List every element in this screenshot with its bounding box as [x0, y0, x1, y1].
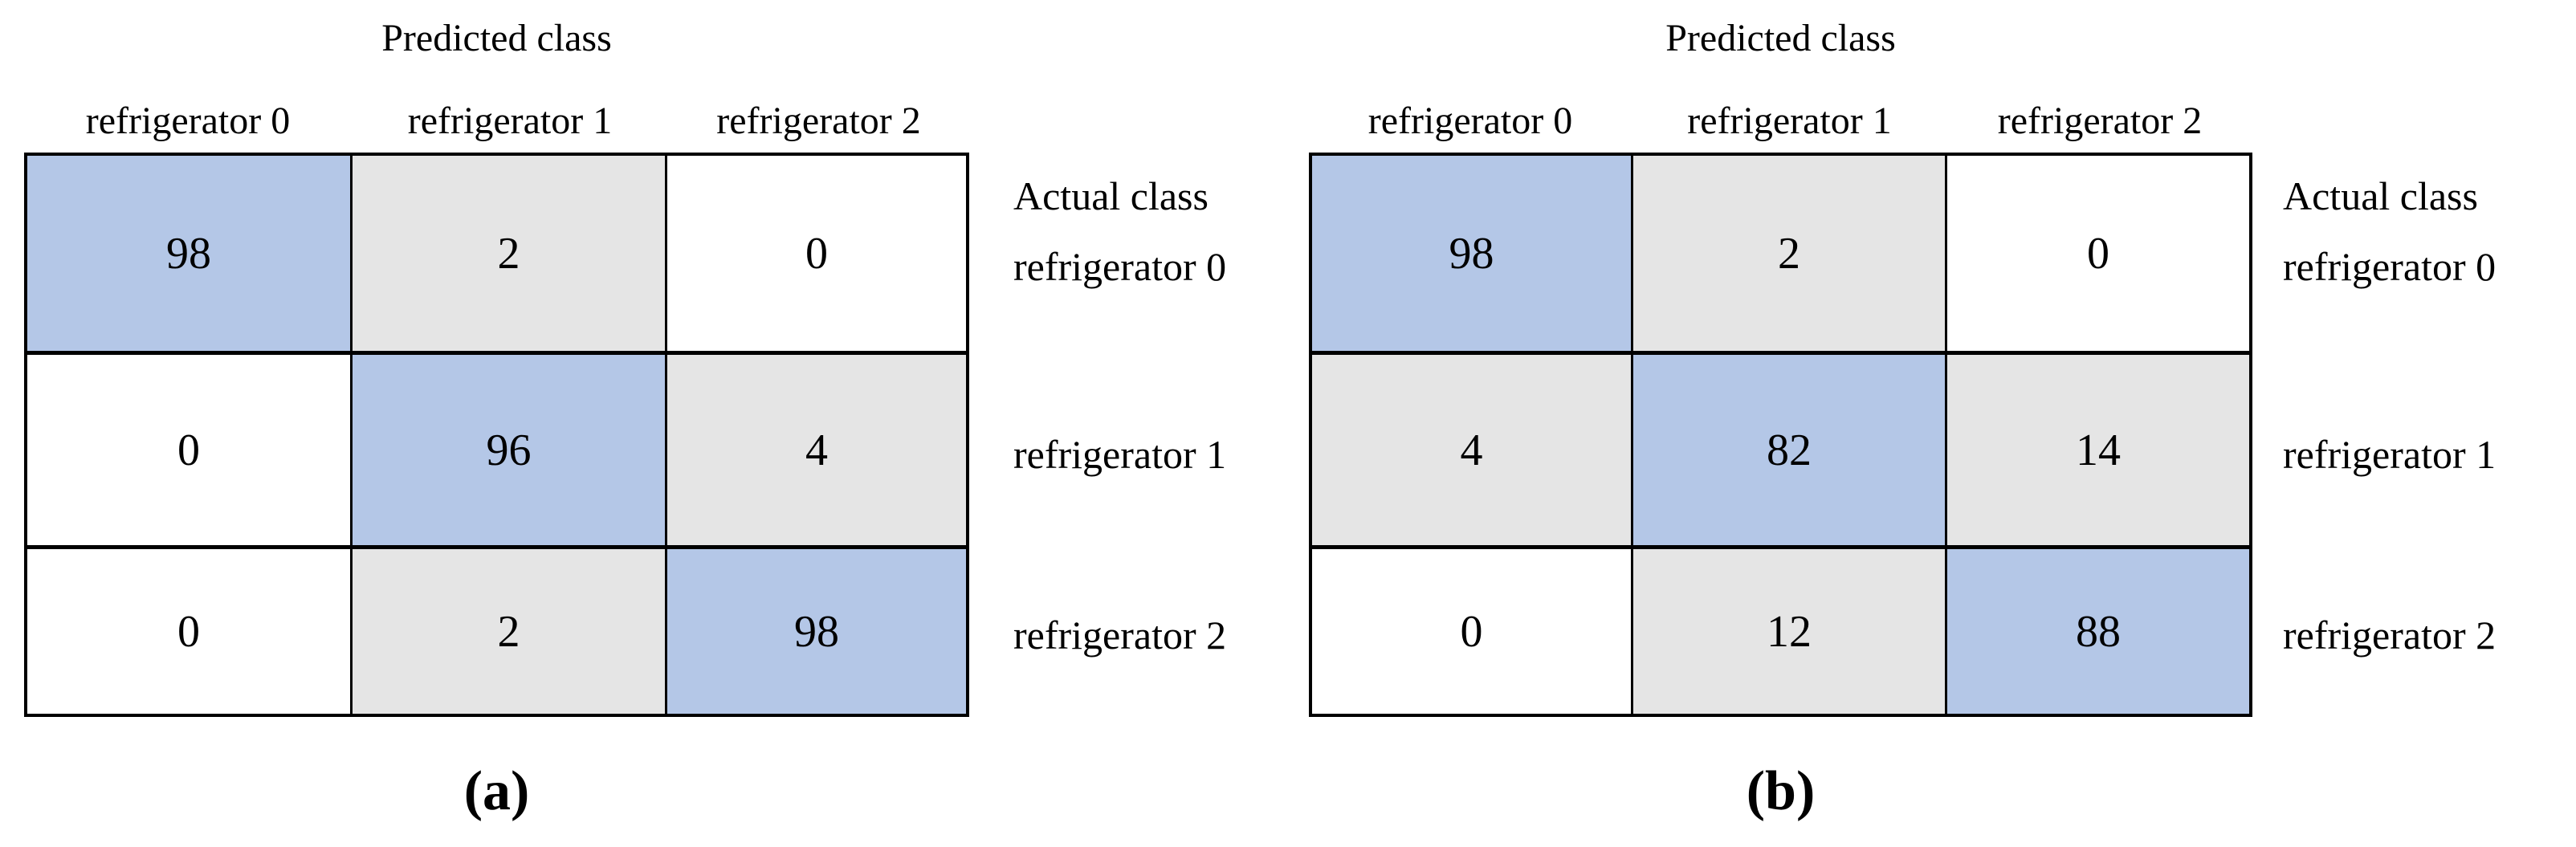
matrix-cell: 14 — [1947, 355, 2249, 549]
actual-class-labels: Actual class refrigerator 0 refrigerator… — [1013, 0, 1335, 847]
actual-class-labels: Actual class refrigerator 0 refrigerator… — [2283, 0, 2576, 847]
row-label-block: refrigerator 2 — [2283, 553, 2576, 717]
row-label-block: refrigerator 1 — [1013, 355, 1335, 553]
actual-class-label-block: Actual class refrigerator 0 — [2283, 153, 2576, 355]
column-header: refrigerator 2 — [1997, 99, 2203, 142]
row-label-block: refrigerator 1 — [2283, 355, 2576, 553]
confusion-matrix: 98 2 0 0 96 4 0 2 98 — [24, 153, 969, 717]
actual-class-label-block: Actual class refrigerator 0 — [1013, 153, 1335, 355]
matrix-cell: 2 — [353, 156, 667, 355]
column-header: refrigerator 1 — [407, 99, 613, 142]
column-header: refrigerator 1 — [1687, 99, 1892, 142]
matrix-cell: 2 — [1633, 156, 1947, 355]
matrix-cell: 98 — [27, 156, 353, 355]
row-label: refrigerator 0 — [2283, 244, 2497, 289]
matrix-cell: 88 — [1947, 549, 2249, 714]
matrix-cell: 4 — [667, 355, 966, 549]
matrix-cell: 0 — [27, 549, 353, 714]
panel-caption-a: (a) — [463, 759, 530, 822]
matrix-cell: 82 — [1633, 355, 1947, 549]
confusion-matrix: 98 2 0 4 82 14 0 12 88 — [1309, 153, 2252, 717]
matrix-cell: 0 — [1947, 156, 2249, 355]
predicted-class-title: Predicted class — [1665, 17, 1896, 59]
matrix-cell: 2 — [353, 549, 667, 714]
predicted-class-title: Predicted class — [381, 17, 612, 59]
column-header: refrigerator 0 — [85, 99, 291, 142]
matrix-cell: 0 — [1312, 549, 1633, 714]
matrix-cell: 0 — [667, 156, 966, 355]
matrix-cell: 96 — [353, 355, 667, 549]
panel-b: Predicted class refrigerator 0 refrigera… — [1309, 0, 2496, 847]
row-label: refrigerator 1 — [1013, 431, 1227, 477]
actual-class-title: Actual class — [1013, 173, 1209, 218]
row-label: refrigerator 0 — [1013, 244, 1227, 289]
row-label: refrigerator 2 — [1013, 613, 1227, 658]
actual-class-title: Actual class — [2283, 173, 2478, 218]
row-label: refrigerator 1 — [2283, 431, 2497, 477]
column-header: refrigerator 2 — [716, 99, 921, 142]
column-header: refrigerator 0 — [1367, 99, 1573, 142]
matrix-cell: 12 — [1633, 549, 1947, 714]
column-headers: refrigerator 0 refrigerator 1 refrigerat… — [1309, 93, 2252, 148]
matrix-cell: 98 — [667, 549, 966, 714]
matrix-cell: 98 — [1312, 156, 1633, 355]
matrix-cell: 4 — [1312, 355, 1633, 549]
row-label: refrigerator 2 — [2283, 613, 2497, 658]
matrix-cell: 0 — [27, 355, 353, 549]
panel-a: Predicted class refrigerator 0 refrigera… — [24, 0, 1226, 847]
panel-caption-b: (b) — [1746, 759, 1816, 822]
column-headers: refrigerator 0 refrigerator 1 refrigerat… — [24, 93, 969, 148]
row-label-block: refrigerator 2 — [1013, 553, 1335, 717]
